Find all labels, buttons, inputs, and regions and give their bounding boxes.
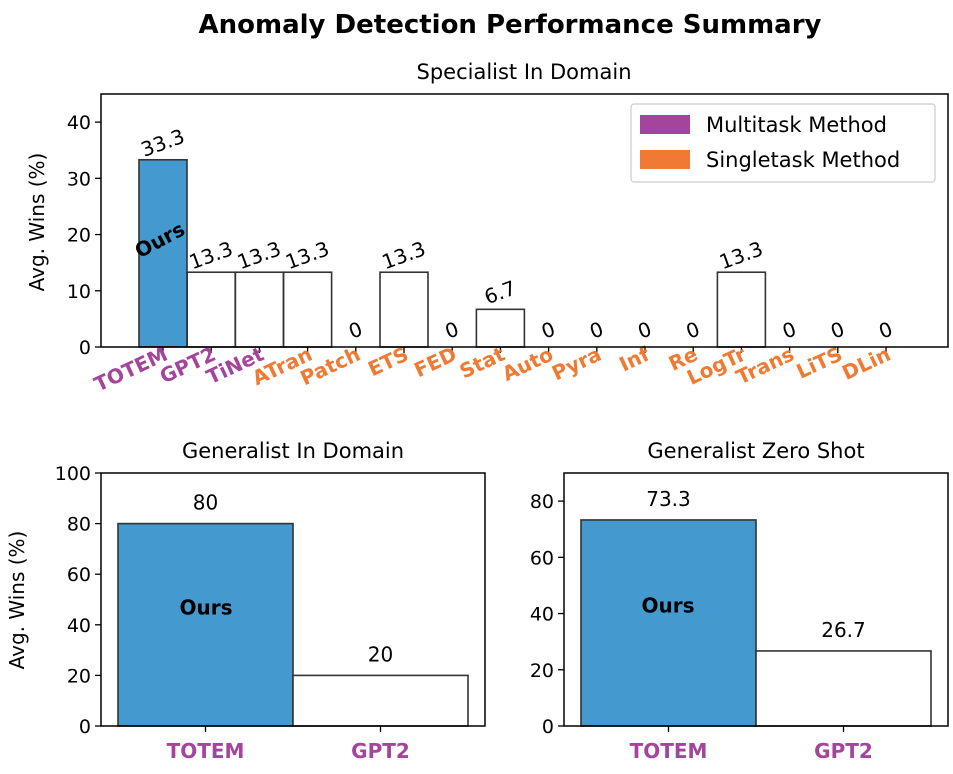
value-label-trans: 0: [779, 317, 799, 344]
category-label-totem: TOTEM: [167, 739, 245, 763]
generalist-in-domain-y-axis-label: Avg. Wins (%): [5, 531, 29, 670]
y-tick-label: 0: [542, 716, 554, 738]
bar-totem: [138, 158, 188, 348]
value-label-ets: 13.3: [379, 236, 429, 274]
generalist-zero-shot-title: Generalist Zero Shot: [647, 439, 864, 463]
y-tick-label: 40: [67, 615, 91, 637]
generalist-in-domain-y-ticks: 0 20 40 60 80 100: [55, 463, 101, 738]
category-label-totem: TOTEM: [630, 739, 708, 763]
generalist-zero-shot-chart: Generalist Zero Shot 0 20 40 60 80 73.3 TOTEM…: [530, 439, 949, 763]
bar-logtr: [716, 271, 767, 348]
value-label-gpt2: 20: [368, 642, 393, 666]
value-label-logtr: 13.3: [716, 236, 766, 274]
generalist-in-domain-plot-frame: [100, 472, 486, 727]
bar-ets: [379, 271, 429, 348]
bar-totem: [117, 522, 294, 727]
value-label-gpt2: 26.7: [821, 618, 866, 642]
generalist-in-domain-chart: Generalist In Domain Avg. Wins (%) 0 20 40…: [5, 439, 486, 763]
value-label-gpt2: 13.3: [186, 236, 236, 274]
generalist-zero-shot-bars: 73.3 TOTEM 26.7 GPT2 Ours: [580, 487, 932, 763]
category-label-gpt2: GPT2: [814, 739, 873, 763]
bar-gpt2: [755, 650, 932, 727]
y-tick-label: 0: [79, 716, 91, 738]
value-label-fed: 0: [442, 317, 462, 344]
generalist-zero-shot-plot-frame: [563, 472, 949, 727]
category-label-gpt2: GPT2: [351, 739, 410, 763]
y-tick-label: 80: [67, 514, 91, 536]
bar-tinet: [234, 271, 285, 348]
ours-label: Ours: [641, 594, 694, 618]
y-tick-label: 40: [67, 112, 91, 134]
y-tick-label: 100: [55, 463, 91, 485]
specialist-y-axis-label: Avg. Wins (%): [25, 153, 49, 292]
specialist-chart-title: Specialist In Domain: [416, 60, 631, 84]
y-tick-label: 40: [530, 604, 554, 626]
y-tick-label: 30: [67, 168, 91, 190]
value-label-totem: 80: [193, 491, 218, 515]
value-label-lits: 0: [827, 317, 847, 344]
value-label-dlin: 0: [876, 317, 896, 344]
legend-box: [630, 103, 936, 183]
specialist-y-ticks: 0 10 20 30 40: [67, 112, 101, 359]
y-tick-label: 0: [79, 337, 91, 359]
category-label-dlin: DLin: [838, 342, 894, 385]
value-label-inf: 0: [635, 317, 655, 344]
value-label-stat: 6.7: [481, 276, 519, 309]
figure-title: Anomaly Detection Performance Summary: [199, 10, 822, 40]
generalist-in-domain-bars: 80 TOTEM 20 GPT2 Ours: [117, 491, 469, 763]
legend-singletask-swatch: [640, 150, 690, 169]
bar-totem: [580, 519, 757, 727]
category-label-pyra: Pyra: [548, 342, 605, 385]
generalist-zero-shot-y-ticks: 0 20 40 60 80: [530, 491, 564, 738]
legend-multitask-swatch: [640, 115, 690, 134]
generalist-in-domain-title: Generalist In Domain: [182, 439, 404, 463]
value-label-re: 0: [683, 317, 703, 344]
value-label-pyra: 0: [586, 317, 606, 344]
y-tick-label: 10: [67, 281, 91, 303]
value-label-auto: 0: [538, 317, 558, 344]
value-label-atran: 13.3: [282, 236, 332, 274]
bar-gpt2: [186, 271, 236, 348]
legend-multitask-label: Multitask Method: [706, 113, 887, 137]
value-label-totem: 33.3: [138, 124, 188, 162]
y-tick-label: 20: [67, 225, 91, 247]
value-label-patch: 0: [345, 317, 365, 344]
ours-label: Ours: [179, 596, 232, 620]
specialist-in-domain-chart: Specialist In Domain Avg. Wins (%) 0 10 20…: [25, 60, 949, 396]
y-tick-label: 80: [530, 491, 554, 513]
y-tick-label: 20: [67, 665, 91, 687]
value-label-tinet: 13.3: [234, 236, 284, 274]
y-tick-label: 60: [67, 564, 91, 586]
specialist-plot-frame: [100, 93, 949, 348]
legend-singletask-label: Singletask Method: [706, 148, 900, 172]
bar-gpt2: [292, 674, 469, 727]
bar-atran: [282, 271, 333, 348]
specialist-legend: Multitask Method Singletask Method: [630, 103, 936, 183]
category-label-fed: FED: [410, 342, 460, 382]
value-label-totem: 73.3: [646, 487, 691, 511]
bar-stat: [475, 308, 526, 348]
y-tick-label: 20: [530, 660, 554, 682]
y-tick-label: 60: [530, 547, 554, 569]
